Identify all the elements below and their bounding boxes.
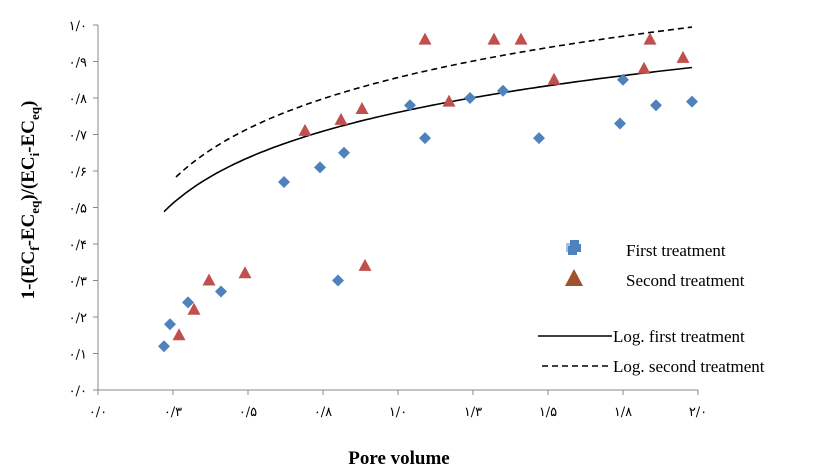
data-point-first-treatment	[158, 340, 170, 353]
legend-label-log-first-treatment: Log. first treatment	[613, 327, 745, 346]
legend-item-second-treatment: Second treatment	[565, 269, 745, 290]
data-point-second-treatment	[514, 32, 528, 45]
data-point-second-treatment	[334, 112, 348, 125]
data-point-second-treatment	[238, 266, 252, 279]
trend-lines	[163, 26, 693, 213]
legend-diamond-marker-icon	[566, 240, 581, 255]
x-tick-label: ۰/۵	[239, 405, 257, 420]
y-axis-title: 1-(ECf-ECeq)/(ECi-ECeq)	[18, 101, 42, 300]
x-axis-title: Pore volume	[348, 448, 450, 469]
y-tick-label: ۰/۱	[69, 348, 87, 363]
data-point-second-treatment	[643, 32, 657, 45]
legend-triangle-marker-icon	[565, 269, 583, 286]
x-tick-label: ۰/۰	[89, 405, 107, 420]
data-point-first-treatment	[617, 73, 629, 86]
y-tick-label: ۰/۸	[69, 92, 87, 107]
legend-item-log-first-treatment: Log. first treatment	[538, 327, 745, 346]
data-point-second-treatment	[358, 258, 372, 271]
data-point-second-treatment	[637, 61, 651, 74]
data-point-first-treatment	[650, 99, 662, 112]
y-tick-label: ۰/۲	[69, 311, 87, 326]
data-point-first-treatment	[419, 132, 431, 145]
x-tick-label: ۲/۰	[689, 405, 707, 420]
y-tick-label: ۰/۳	[69, 275, 87, 290]
y-tick-label: ۰/۴	[69, 238, 87, 253]
y-tick-label: ۰/۹	[69, 56, 87, 71]
legend-label-first-treatment: First treatment	[626, 241, 726, 260]
data-point-first-treatment	[164, 318, 176, 331]
data-point-first-treatment	[278, 175, 290, 188]
legend-label-second-treatment: Second treatment	[626, 271, 745, 290]
data-point-first-treatment	[533, 132, 545, 145]
data-point-first-treatment	[314, 161, 326, 174]
y-tick-label: ۰/۶	[69, 165, 87, 180]
data-point-second-treatment	[547, 72, 561, 85]
x-tick-label: ۱/۳	[464, 405, 482, 420]
x-tick-label: ۰/۸	[314, 405, 332, 420]
x-tick-label: ۱/۸	[614, 405, 632, 420]
trend-line-log-second-treatment	[175, 26, 693, 178]
y-tick-label: ۰/۷	[69, 129, 87, 144]
y-tick-label: ۱/۰	[69, 19, 87, 34]
y-tick-label: ۰/۰	[69, 384, 87, 399]
data-point-second-treatment	[442, 94, 456, 107]
data-point-second-treatment	[355, 101, 369, 114]
data-point-first-treatment	[338, 146, 350, 159]
legend-item-first-treatment: First treatment	[566, 240, 726, 260]
data-point-second-treatment	[172, 328, 186, 341]
plot-area: ۰/۰ ۰/۱ ۰/۲ ۰/۳ ۰/۴ ۰/۵ ۰/۶ ۰/۷ ۰/۸ ۰/۹ ۱/۰ ۰/۰ ۰/۳…	[69, 19, 708, 420]
data-point-second-treatment	[418, 32, 432, 45]
data-point-first-treatment	[464, 92, 476, 104]
data-point-second-treatment	[487, 32, 501, 45]
legend-item-log-second-treatment: Log. second treatment	[542, 357, 765, 376]
data-point-first-treatment	[686, 95, 698, 108]
data-points	[158, 32, 698, 353]
legend: First treatment Second treatment Log. fi…	[538, 240, 765, 376]
x-tick-label: ۰/۳	[164, 405, 182, 420]
data-point-second-treatment	[298, 123, 312, 136]
data-point-second-treatment	[202, 273, 216, 286]
data-point-first-treatment	[497, 84, 509, 97]
data-point-first-treatment	[332, 274, 344, 287]
data-point-first-treatment	[614, 117, 626, 130]
y-axis-ticks: ۰/۰ ۰/۱ ۰/۲ ۰/۳ ۰/۴ ۰/۵ ۰/۶ ۰/۷ ۰/۸ ۰/۹ ۱/۰	[69, 19, 98, 399]
data-point-first-treatment	[215, 285, 227, 298]
data-point-first-treatment	[182, 296, 194, 309]
data-point-second-treatment	[187, 302, 201, 315]
x-tick-label: ۱/۵	[539, 405, 557, 420]
trend-line-log-first-treatment	[163, 66, 693, 213]
y-tick-label: ۰/۵	[69, 202, 87, 217]
legend-label-log-second-treatment: Log. second treatment	[613, 357, 765, 376]
x-tick-label: ۱/۰	[389, 405, 407, 420]
data-point-second-treatment	[676, 50, 690, 63]
data-point-first-treatment	[404, 99, 416, 112]
x-axis-ticks: ۰/۰ ۰/۳ ۰/۵ ۰/۸ ۱/۰ ۱/۳ ۱/۵ ۱/۸ ۲/۰	[89, 390, 707, 420]
